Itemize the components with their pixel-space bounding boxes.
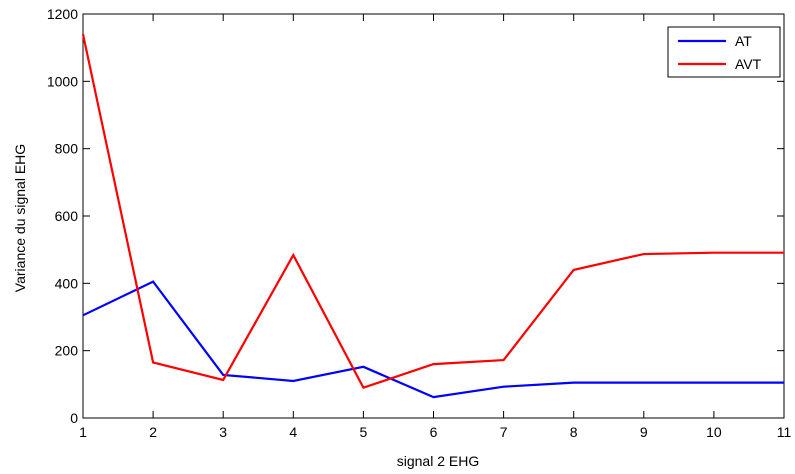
x-tick-label: 1 bbox=[79, 424, 87, 440]
legend: AT AVT bbox=[667, 26, 781, 78]
plot-frame bbox=[82, 13, 785, 419]
x-tick-label: 3 bbox=[219, 424, 227, 440]
y-axis-ticks: 0 200 400 600 800 1000 1200 bbox=[47, 6, 784, 426]
x-tick-label: 6 bbox=[430, 424, 438, 440]
series-line-avt bbox=[81, 33, 784, 390]
y-tick-label: 200 bbox=[55, 343, 79, 359]
series-line-at bbox=[82, 280, 784, 399]
x-tick-label: 10 bbox=[706, 424, 722, 440]
x-tick-label: 4 bbox=[289, 424, 297, 440]
x-tick-label: 2 bbox=[149, 424, 157, 440]
series-layer bbox=[81, 33, 784, 399]
x-tick-label: 8 bbox=[570, 424, 578, 440]
y-tick-label: 800 bbox=[55, 141, 79, 157]
y-tick-label: 400 bbox=[55, 275, 79, 291]
plot-area bbox=[82, 13, 785, 419]
legend-label-avt: AVT bbox=[735, 56, 762, 72]
y-tick-label: 1000 bbox=[47, 73, 78, 89]
legend-box bbox=[667, 26, 781, 78]
y-tick-label: 0 bbox=[70, 410, 78, 426]
legend-label-at: AT bbox=[735, 33, 752, 49]
y-tick-label: 1200 bbox=[47, 6, 78, 22]
x-axis-ticks: 1 2 3 4 5 6 7 8 9 10 11 bbox=[79, 14, 791, 440]
x-axis-label: signal 2 EHG bbox=[397, 453, 479, 469]
y-tick-label: 600 bbox=[55, 208, 79, 224]
x-tick-label: 9 bbox=[640, 424, 648, 440]
x-tick-label: 7 bbox=[500, 424, 508, 440]
y-axis-label: Variance du signal EHG bbox=[12, 144, 28, 292]
x-tick-label: 11 bbox=[777, 424, 792, 440]
x-tick-label: 5 bbox=[360, 424, 368, 440]
